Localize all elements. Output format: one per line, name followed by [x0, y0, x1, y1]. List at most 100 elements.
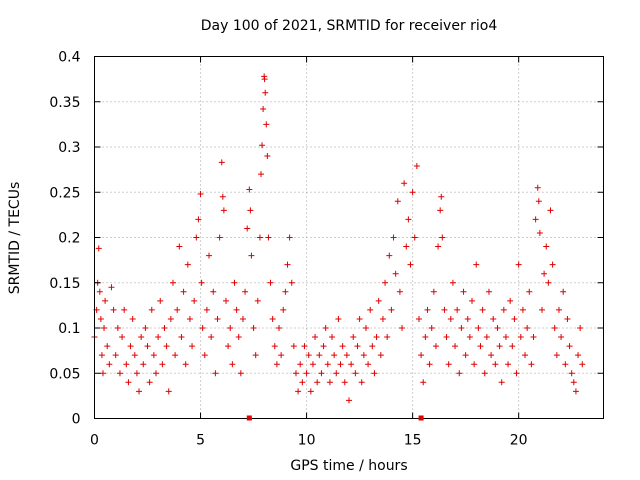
data-point: [257, 171, 264, 178]
data-point: [356, 315, 363, 322]
data-point: [388, 306, 395, 313]
data-point: [526, 288, 533, 295]
data-point: [157, 297, 164, 304]
data-point: [473, 261, 480, 268]
data-point: [99, 370, 106, 377]
data-point: [123, 361, 130, 368]
data-point: [547, 207, 554, 214]
data-point: [297, 361, 304, 368]
data-point: [394, 198, 401, 205]
data-point: [430, 288, 437, 295]
data-point: [256, 234, 263, 241]
data-point: [284, 261, 291, 268]
x-axis-marker: [418, 415, 424, 421]
data-point: [551, 325, 558, 331]
data-point: [575, 352, 582, 359]
y-tick-label: 0.35: [49, 95, 80, 111]
data-point: [290, 343, 297, 350]
data-point: [222, 297, 229, 304]
data-point: [144, 343, 151, 350]
data-point: [534, 184, 541, 191]
data-point: [97, 315, 104, 322]
data-point: [505, 361, 512, 368]
data-point: [148, 306, 155, 313]
data-point: [566, 343, 573, 350]
data-point: [496, 343, 503, 350]
data-point: [460, 288, 467, 295]
data-point: [159, 361, 166, 368]
data-point: [553, 352, 560, 359]
data-point: [206, 252, 213, 259]
data-point: [545, 279, 552, 286]
data-point: [259, 142, 266, 149]
data-point: [384, 334, 391, 341]
data-point: [535, 198, 542, 205]
data-point: [564, 315, 571, 322]
data-point: [314, 379, 321, 386]
data-point: [382, 279, 389, 286]
data-point: [193, 234, 200, 241]
data-point: [219, 193, 226, 200]
data-point: [399, 325, 406, 331]
data-point: [116, 370, 123, 377]
data-points: [91, 73, 586, 404]
data-point: [299, 379, 306, 386]
data-point: [481, 370, 488, 377]
data-point: [555, 306, 562, 313]
data-point: [449, 279, 456, 286]
data-point: [409, 189, 416, 196]
data-point: [371, 370, 378, 377]
data-point: [509, 343, 516, 350]
data-point: [197, 191, 204, 198]
data-point: [541, 270, 548, 277]
data-point: [265, 234, 272, 241]
data-point: [418, 352, 425, 359]
data-point: [169, 279, 176, 286]
data-point: [286, 234, 293, 241]
data-point: [295, 388, 302, 395]
data-point: [517, 334, 524, 341]
data-point: [229, 361, 236, 368]
data-point: [269, 315, 276, 322]
data-point: [218, 159, 225, 166]
data-point: [494, 325, 501, 331]
x-tick-label: 15: [404, 433, 422, 449]
data-point: [146, 379, 153, 386]
data-point: [203, 306, 210, 313]
data-point: [422, 334, 429, 341]
data-point: [558, 334, 565, 341]
data-point: [119, 334, 126, 341]
data-point: [216, 234, 223, 241]
data-point: [536, 229, 543, 236]
data-point: [239, 315, 246, 322]
data-point: [435, 243, 442, 250]
data-point: [260, 105, 267, 112]
data-point: [337, 361, 344, 368]
data-point: [562, 361, 569, 368]
data-point: [121, 306, 128, 313]
data-point: [176, 243, 183, 250]
data-point: [568, 370, 575, 377]
data-point: [443, 334, 450, 341]
data-point: [131, 352, 138, 359]
data-point: [532, 216, 539, 223]
data-point: [161, 325, 168, 331]
data-point: [475, 325, 482, 331]
data-point: [186, 315, 193, 322]
chart-title: Day 100 of 2021, SRMTID for receiver rio…: [201, 18, 498, 34]
data-point: [102, 297, 109, 304]
data-point: [235, 334, 242, 341]
data-point: [271, 343, 278, 350]
axis-ticks: 0 5 10 15 20 0 0.05 0.1 0.15 0.2 0.25 0.3 0.35 0.4: [49, 50, 604, 449]
y-tick-label: 0.25: [49, 185, 80, 201]
data-point: [254, 297, 261, 304]
data-point: [500, 306, 507, 313]
data-point: [438, 193, 445, 200]
x-tick-label: 5: [196, 433, 205, 449]
data-point: [464, 315, 471, 322]
data-point: [264, 153, 271, 160]
data-point: [437, 207, 444, 214]
data-point: [114, 325, 121, 331]
data-point: [428, 325, 435, 331]
